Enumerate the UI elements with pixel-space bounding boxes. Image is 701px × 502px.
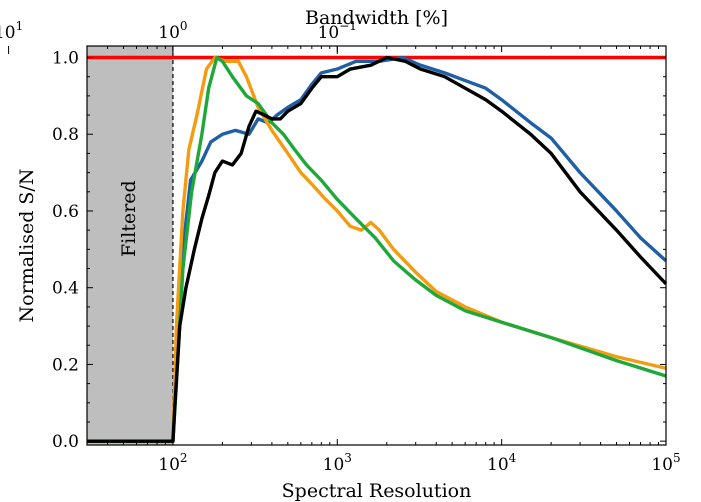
y-tick-label: 0.6 xyxy=(52,202,79,222)
y-tick-label: 0.8 xyxy=(52,125,79,145)
x-tick-label: 104 xyxy=(487,451,517,475)
top-tick-label: 10−1 xyxy=(318,19,357,43)
filtered-region xyxy=(87,46,174,445)
top-tick-label: 101 xyxy=(0,19,23,43)
x-tick-label: 102 xyxy=(158,451,187,475)
series-line-5 xyxy=(87,55,668,443)
y-tick-label: 0.0 xyxy=(52,432,79,452)
y-axis-title: Normalised S/N xyxy=(16,169,38,323)
series-line-3 xyxy=(87,55,667,443)
x-tick-label: 105 xyxy=(651,451,680,475)
top-axis-title: Bandwidth [%] xyxy=(305,7,448,29)
x-tick-label: 103 xyxy=(323,451,352,475)
plot-frame xyxy=(86,45,667,446)
series-layer xyxy=(87,55,668,443)
series-line-4 xyxy=(87,55,667,443)
filtered-label: Filtered xyxy=(118,180,140,257)
tick-labels: 10210310410510210110010−10.00.20.40.60.8… xyxy=(0,19,681,475)
y-tick-label: 0.4 xyxy=(52,279,79,299)
y-tick-label: 1.0 xyxy=(52,49,79,69)
x-axis-title: Spectral Resolution xyxy=(282,480,472,502)
top-tick-label: 100 xyxy=(158,19,187,43)
series-line-2 xyxy=(87,55,668,443)
filtered-shade xyxy=(87,46,173,445)
y-tick-label: 0.2 xyxy=(52,355,79,375)
